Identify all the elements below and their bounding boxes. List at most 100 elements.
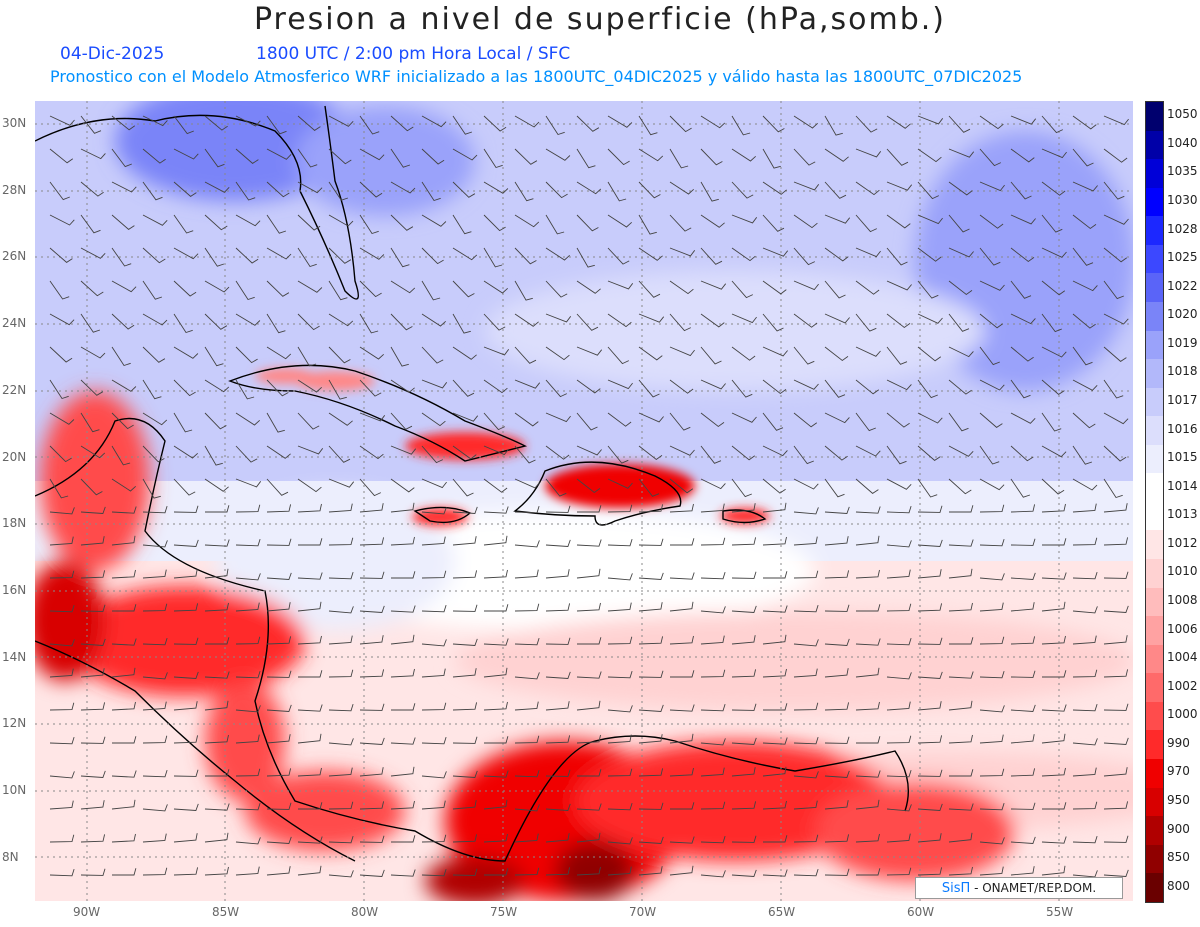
wind-barb	[576, 866, 601, 876]
wind-barb	[793, 445, 814, 465]
wind-barb	[1072, 738, 1098, 746]
wind-barb	[979, 115, 1004, 130]
wind-barb	[886, 214, 911, 229]
wind-barb	[1010, 412, 1036, 424]
wind-barb	[1103, 115, 1129, 126]
colorbar-segment	[1146, 359, 1163, 388]
wind-barb	[1072, 635, 1097, 645]
wind-barb	[142, 505, 168, 514]
wind-barb	[917, 346, 942, 362]
wind-barb	[421, 115, 447, 128]
wind-barb	[297, 379, 323, 393]
wind-barb	[80, 346, 106, 359]
wind-barb	[917, 379, 938, 399]
wind-barb	[669, 478, 694, 494]
wind-barb	[1103, 703, 1129, 711]
wind-barb	[638, 734, 663, 744]
wind-barb	[1041, 247, 1067, 258]
wind-barb	[297, 148, 318, 168]
wind-barb	[80, 736, 106, 744]
wind-barb	[545, 214, 565, 235]
wind-barb	[638, 836, 664, 844]
wind-barb	[1072, 478, 1098, 491]
wind-barb	[824, 214, 851, 224]
wind-barb	[948, 478, 972, 495]
wind-barb	[979, 734, 1004, 744]
wind-barb	[576, 280, 601, 294]
wind-barb	[452, 702, 478, 711]
wind-barb	[731, 869, 757, 877]
wind-barb	[855, 313, 877, 332]
wind-barb	[607, 837, 633, 845]
wind-barb	[1041, 865, 1066, 876]
wind-barb	[328, 445, 351, 463]
forecast-time: 1800 UTC / 2:00 pm Hora Local / SFC	[256, 44, 571, 64]
wind-barb	[328, 703, 354, 712]
wind-barb	[235, 115, 261, 127]
lat-label: 24N	[2, 316, 27, 331]
wind-barb	[917, 701, 942, 711]
wind-barb	[731, 247, 756, 262]
wind-barb	[173, 803, 199, 811]
wind-barb	[205, 637, 230, 645]
wind-barb	[545, 867, 571, 876]
wind-barb	[1103, 478, 1123, 499]
wind-barb	[452, 800, 477, 810]
wind-barb	[949, 505, 974, 513]
wind-barb	[1072, 412, 1096, 429]
wind-barb	[49, 834, 75, 843]
wind-barb	[266, 704, 292, 712]
wind-barb	[886, 867, 912, 876]
wind-barb	[545, 701, 570, 711]
wind-barb	[545, 346, 570, 361]
wind-barb	[886, 478, 912, 490]
wind-barb	[979, 412, 1003, 428]
colorbar-label: 1004	[1167, 650, 1198, 665]
wind-barb	[452, 868, 478, 876]
wind-barb	[855, 770, 881, 778]
colorbar-segment	[1146, 159, 1163, 188]
colorbar-segment	[1146, 673, 1163, 702]
wind-barb	[266, 734, 291, 744]
wind-barb	[49, 115, 75, 126]
wind-barb	[266, 802, 292, 810]
wind-barb	[297, 214, 321, 231]
wind-barb	[297, 247, 317, 268]
wind-barb	[514, 280, 533, 301]
wind-barb	[1103, 412, 1129, 425]
wind-barb	[49, 214, 75, 226]
wind-barb	[142, 701, 167, 711]
wind-barb	[638, 478, 660, 497]
wind-barb	[545, 803, 571, 811]
wind-barb	[731, 605, 757, 613]
wind-barb	[359, 445, 384, 460]
wind-barb	[1041, 478, 1065, 495]
wind-barb	[824, 346, 849, 362]
wind-barb	[979, 148, 1001, 167]
wind-barb	[731, 280, 753, 299]
wind-barb	[1041, 503, 1066, 513]
wind-barb	[886, 540, 912, 548]
wind-barb	[514, 412, 539, 427]
wind-barb	[49, 445, 72, 463]
wind-barb	[266, 478, 289, 496]
wind-barb	[545, 148, 571, 161]
wind-barb	[359, 571, 385, 579]
wind-barb	[824, 536, 849, 546]
wind-barb	[514, 637, 540, 646]
wind-barb	[886, 603, 912, 612]
wind-barb	[793, 800, 818, 810]
wind-barb	[886, 769, 912, 778]
wind-barb	[80, 412, 100, 433]
wind-barb	[80, 536, 105, 546]
wind-barb	[297, 346, 317, 367]
wind-barb	[49, 346, 73, 363]
wind-barb	[452, 280, 475, 298]
wind-barb	[235, 705, 261, 713]
colorbar-segment	[1146, 730, 1163, 759]
wind-barb	[793, 604, 819, 613]
wind-barb	[142, 214, 168, 226]
wind-barb	[824, 148, 849, 162]
wind-barb	[49, 868, 75, 877]
wind-barb	[80, 181, 104, 197]
